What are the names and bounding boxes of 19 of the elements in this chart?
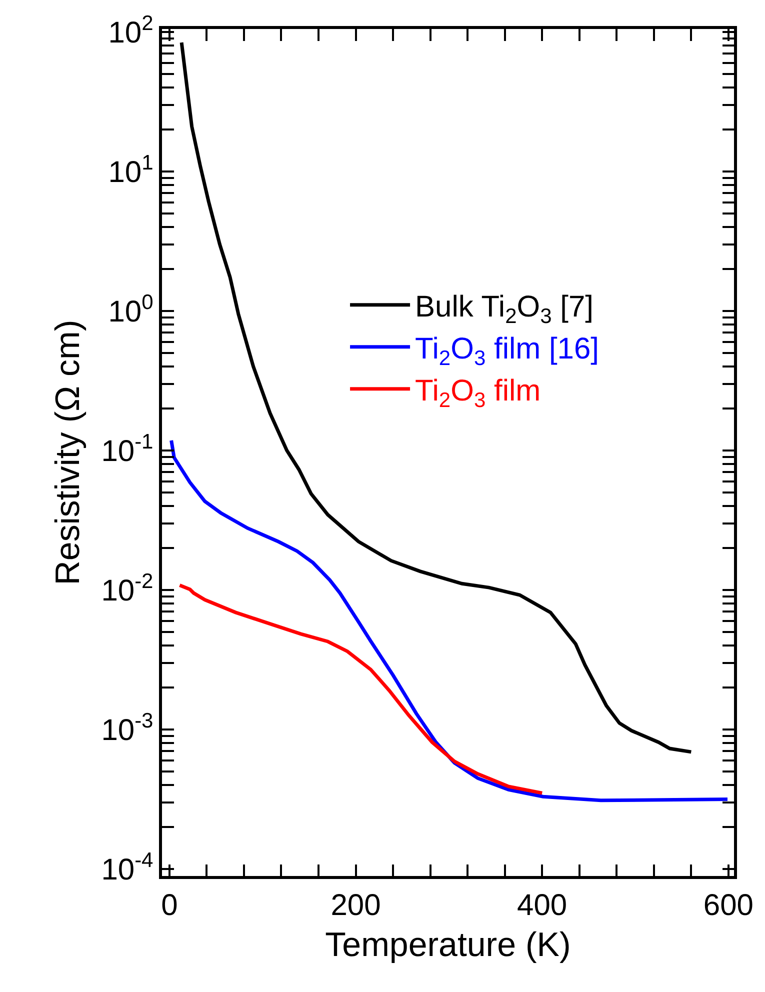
legend-label: Ti$_{2}$O$_{3}$ film [16]: [415, 332, 600, 370]
y-tick-label: 10$^{0}$: [108, 290, 154, 328]
legend-label: Bulk Ti$_{2}$O$_{3}$ [7]: [415, 290, 594, 328]
line-series: [180, 40, 693, 754]
x-tick-label: 0: [161, 888, 178, 922]
x-axis-title: Temperature (K): [325, 926, 571, 964]
x-tick-label: 600: [703, 888, 754, 922]
line-series: [178, 584, 544, 795]
y-tick-label: 10$^{-3}$: [101, 709, 154, 747]
y-tick-label: 10$^{1}$: [108, 151, 154, 189]
y-tick-label: 10$^{-1}$: [101, 430, 154, 468]
y-tick-label: 10$^{2}$: [108, 12, 154, 50]
line-series: [170, 438, 730, 802]
y-axis-title: Resistivity (Ω cm): [48, 320, 87, 586]
legend-label: Ti$_{2}$O$_{3}$ film: [415, 374, 541, 412]
x-tick-label: 400: [517, 888, 568, 922]
x-tick-label: 200: [330, 888, 381, 922]
y-tick-label: 10$^{-4}$: [101, 848, 154, 886]
y-tick-label: 10$^{-2}$: [101, 570, 154, 608]
